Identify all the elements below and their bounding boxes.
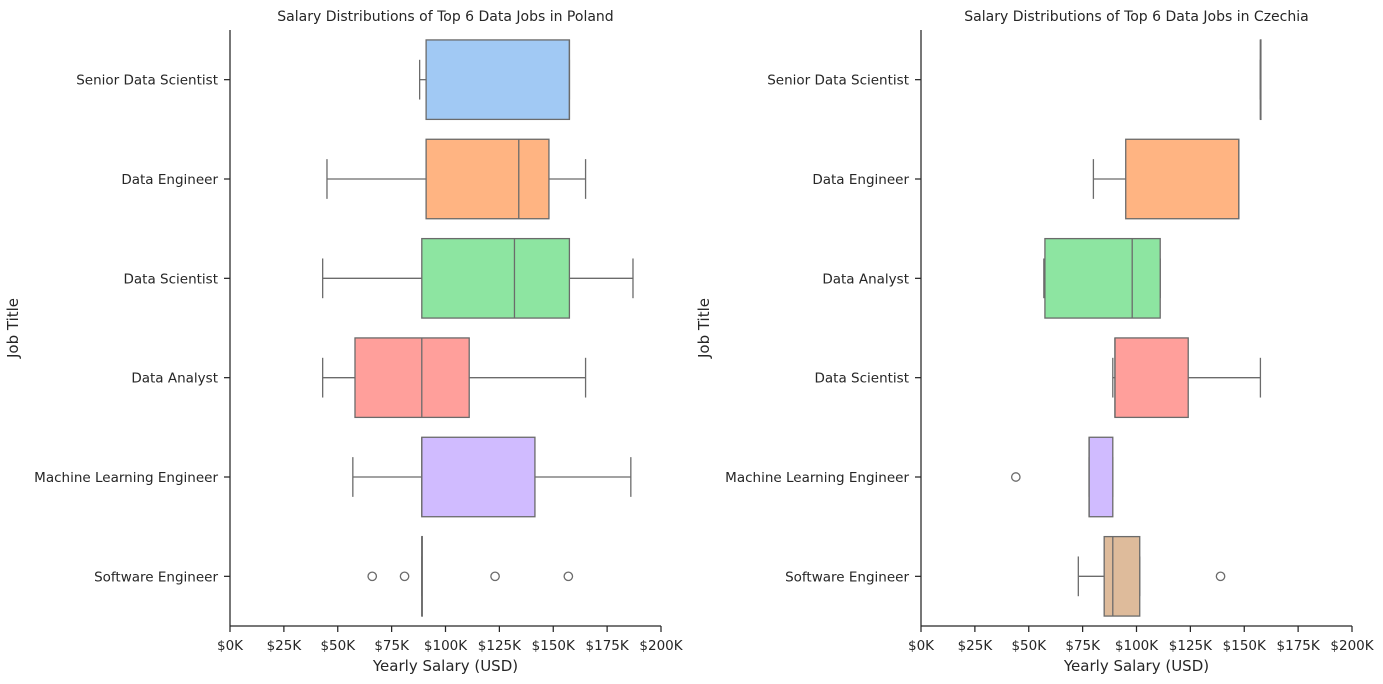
iqr-box bbox=[1088, 436, 1114, 518]
x-tick-label: $0K bbox=[908, 638, 935, 654]
y-tick-label: Data Engineer bbox=[121, 172, 218, 188]
y-tick-label: Data Scientist bbox=[815, 371, 910, 387]
chart-panel-2: Salary Distributions of Top 6 Data Jobs … bbox=[695, 9, 1375, 675]
x-tick-label: $150K bbox=[532, 638, 576, 654]
iqr-box bbox=[425, 39, 571, 121]
y-tick-label: Data Engineer bbox=[812, 172, 909, 188]
y-tick-label: Senior Data Scientist bbox=[767, 73, 909, 89]
x-tick-label: $75K bbox=[374, 638, 410, 654]
iqr-box bbox=[1044, 237, 1161, 319]
outlier-point bbox=[1010, 472, 1021, 482]
x-tick-label: $125K bbox=[1169, 638, 1213, 654]
iqr-box bbox=[421, 237, 571, 319]
x-tick-label: $175K bbox=[1277, 638, 1321, 654]
box-software-engineer bbox=[367, 535, 574, 617]
x-tick-label: $100K bbox=[1115, 638, 1159, 654]
y-axis-label: Job Title bbox=[695, 298, 713, 359]
iqr-box bbox=[354, 337, 470, 419]
x-tick-label: $175K bbox=[586, 638, 630, 654]
x-tick-label: $75K bbox=[1065, 638, 1101, 654]
box-senior-data-scientist bbox=[418, 39, 571, 121]
iqr-box bbox=[425, 138, 550, 220]
box-senior-data-scientist bbox=[1259, 39, 1262, 121]
x-tick-label: $150K bbox=[1223, 638, 1267, 654]
chart-title: Salary Distributions of Top 6 Data Jobs … bbox=[964, 9, 1308, 25]
x-axis-label: Yearly Salary (USD) bbox=[1063, 657, 1209, 675]
box-data-scientist bbox=[322, 237, 634, 319]
y-tick-label: Data Analyst bbox=[131, 371, 218, 387]
box-data-scientist bbox=[1112, 337, 1262, 419]
outlier-point bbox=[367, 571, 378, 582]
x-tick-label: $200K bbox=[639, 638, 683, 654]
x-tick-label: $125K bbox=[478, 638, 522, 654]
box-machine-learning-engineer bbox=[1010, 436, 1114, 518]
x-tick-label: $100K bbox=[424, 638, 468, 654]
iqr-box bbox=[1103, 535, 1141, 617]
y-tick-label: Machine Learning Engineer bbox=[725, 470, 909, 486]
y-tick-label: Software Engineer bbox=[785, 569, 909, 585]
box-data-engineer bbox=[326, 138, 587, 220]
outlier-point bbox=[1215, 571, 1226, 582]
y-axis-label: Job Title bbox=[4, 298, 22, 359]
chart-panel-1: Salary Distributions of Top 6 Data Jobs … bbox=[4, 9, 684, 675]
y-tick-label: Data Scientist bbox=[124, 271, 219, 287]
x-axis-label: Yearly Salary (USD) bbox=[372, 657, 518, 675]
x-tick-label: $25K bbox=[958, 638, 994, 654]
box-machine-learning-engineer bbox=[352, 436, 632, 518]
iqr-box bbox=[1114, 337, 1189, 419]
y-tick-label: Software Engineer bbox=[94, 569, 218, 585]
box-software-engineer bbox=[1077, 535, 1226, 617]
y-tick-label: Machine Learning Engineer bbox=[34, 470, 218, 486]
outlier-point bbox=[563, 571, 574, 582]
x-tick-label: $50K bbox=[1011, 638, 1047, 654]
outlier-point bbox=[490, 571, 500, 582]
iqr-box bbox=[1125, 138, 1240, 220]
y-tick-label: Senior Data Scientist bbox=[76, 73, 218, 89]
box-data-analyst bbox=[1043, 237, 1161, 319]
x-tick-label: $25K bbox=[267, 638, 303, 654]
outlier-point bbox=[399, 571, 410, 582]
x-tick-label: $50K bbox=[320, 638, 356, 654]
x-tick-label: $200K bbox=[1330, 638, 1374, 654]
iqr-box bbox=[421, 436, 536, 518]
chart-title: Salary Distributions of Top 6 Data Jobs … bbox=[277, 9, 613, 25]
box-data-analyst bbox=[322, 337, 587, 419]
x-tick-label: $0K bbox=[217, 638, 244, 654]
box-data-engineer bbox=[1092, 138, 1240, 220]
y-tick-label: Data Analyst bbox=[822, 271, 909, 287]
